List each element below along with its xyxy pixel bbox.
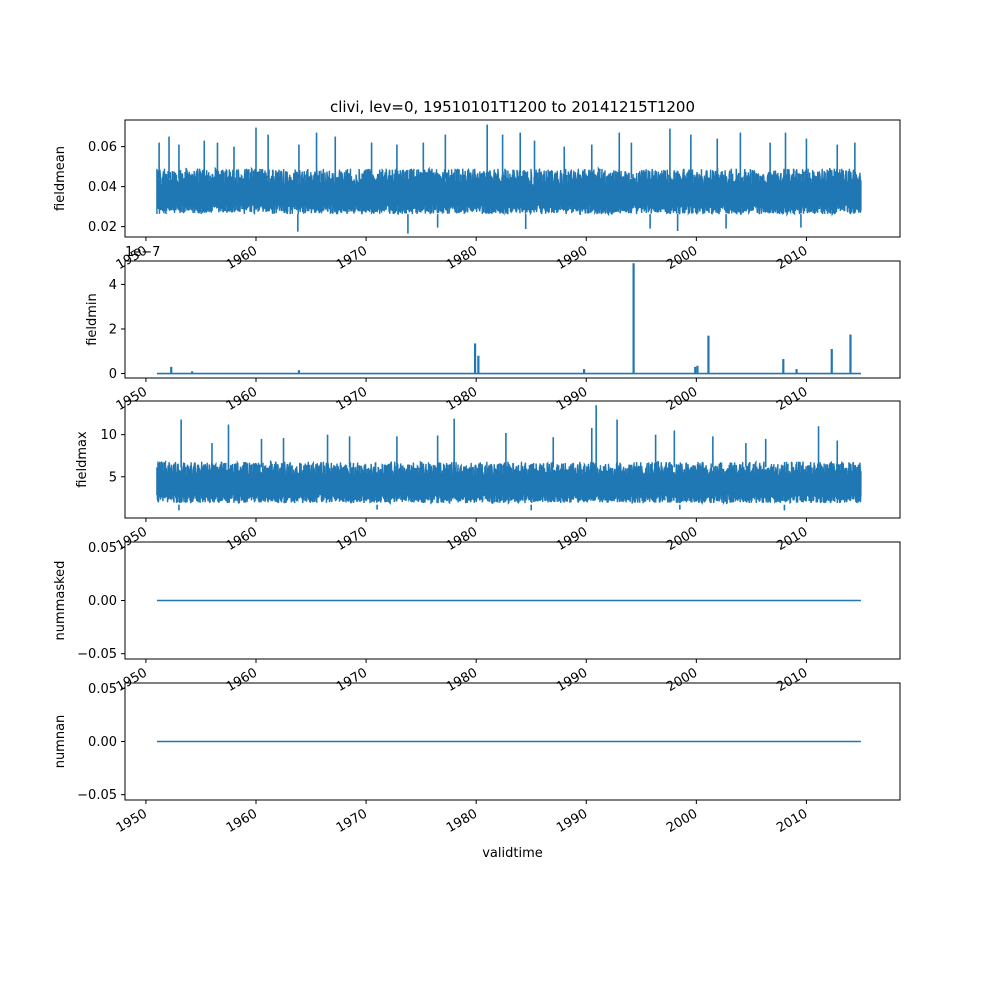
fieldmin-xtick-label: 1980: [444, 384, 480, 414]
fieldmin-ylabel: fieldmin: [85, 293, 100, 346]
fieldmean-xtick-label: 2000: [664, 243, 700, 273]
fieldmean-xtick-label: 1980: [444, 243, 480, 273]
fieldmin-series: [156, 263, 861, 375]
panel-fieldmax: 5 10 1950 1960 1970 1980 1990 2000 2010 fieldmax: [75, 400, 901, 554]
fieldmax-ytick-label: 10: [100, 428, 117, 443]
fieldmin-offset-text: 1e−7: [125, 245, 160, 260]
panel-fieldmin: 0 2 4 1950 1960 1970 1980 1990 2000 2010 fieldmin 1…: [85, 245, 901, 414]
numnan-xtick-label: 1990: [554, 806, 590, 836]
fieldmin-ytick-label: 0: [109, 367, 117, 382]
numnan-xlabel: validtime: [482, 846, 543, 861]
nummasked-xtick-label: 1970: [334, 665, 370, 695]
fieldmax-axes-frame: [124, 400, 901, 519]
fieldmean-series: [156, 124, 862, 234]
fieldmean-xtick-label: 1990: [554, 243, 590, 273]
numnan-ytick-label: 0.05: [88, 682, 117, 697]
fieldmin-axes-frame: [124, 260, 901, 379]
panel-numnan: −0.05 0.00 0.05 1950 1960 1970 1980 1990 2000 201…: [53, 682, 901, 861]
numnan-xtick-label: 1980: [444, 806, 480, 836]
fieldmax-xtick-label: 1960: [224, 524, 260, 554]
numnan-xtick-label: 2000: [664, 806, 700, 836]
numnan-xtick-label: 1970: [334, 806, 370, 836]
fieldmax-xtick-label: 1950: [114, 524, 150, 554]
fieldmin-xtick-label: 2000: [664, 384, 700, 414]
fieldmax-series: [156, 405, 862, 511]
nummasked-xtick-label: 1980: [444, 665, 480, 695]
fieldmean-ylabel: fieldmean: [53, 146, 68, 211]
numnan-ytick-label: 0.00: [88, 735, 117, 750]
fieldmax-core: [156, 478, 861, 494]
fieldmax-xtick-label: 1980: [444, 524, 480, 554]
nummasked-ytick-label: 0.00: [88, 594, 117, 609]
fieldmean-ytick-label: 0.04: [88, 180, 117, 195]
fieldmean-ytick-label: 0.02: [88, 220, 117, 235]
fieldmax-ytick-label: 5: [109, 470, 117, 485]
fieldmean-xtick-label: 1960: [224, 243, 260, 273]
numnan-ytick-label: −0.05: [77, 788, 117, 803]
fieldmin-ytick-label: 2: [109, 322, 117, 337]
fieldmax-xtick-label: 2000: [664, 524, 700, 554]
fieldmin-xtick-label: 1950: [114, 384, 150, 414]
fieldmax-xtick-label: 1970: [334, 524, 370, 554]
fieldmin-xtick-label: 1970: [334, 384, 370, 414]
fieldmean-axes-frame: [124, 119, 901, 238]
fieldmean-ytick-label: 0.06: [88, 140, 117, 155]
fieldmin-xtick-label: 1990: [554, 384, 590, 414]
nummasked-xtick-label: 2000: [664, 665, 700, 695]
chart-title: clivi, lev=0, 19510101T1200 to 20141215T…: [330, 98, 695, 116]
nummasked-ytick-label: 0.05: [88, 541, 117, 556]
fieldmax-xtick-label: 1990: [554, 524, 590, 554]
numnan-xtick-label: 2010: [774, 806, 810, 836]
numnan-xtick-label: 1960: [224, 806, 260, 836]
nummasked-ytick-label: −0.05: [77, 647, 117, 662]
nummasked-xtick-label: 1960: [224, 665, 260, 695]
nummasked-xtick-label: 2010: [774, 665, 810, 695]
numnan-xtick-label: 1950: [114, 806, 150, 836]
fieldmax-ylabel: fieldmax: [75, 431, 90, 488]
nummasked-xtick-label: 1990: [554, 665, 590, 695]
fieldmax-xtick-label: 2010: [774, 524, 810, 554]
fieldmean-xtick-label: 2010: [774, 243, 810, 273]
fieldmean-xtick-label: 1970: [334, 243, 370, 273]
numnan-ylabel: numnan: [53, 715, 68, 769]
nummasked-ylabel: nummasked: [53, 561, 68, 641]
fieldmean-core: [156, 186, 861, 204]
nummasked-xtick-label: 1950: [114, 665, 150, 695]
fieldmin-ytick-label: 4: [109, 278, 117, 293]
fieldmin-xtick-label: 1960: [224, 384, 260, 414]
fieldmin-xtick-label: 2010: [774, 384, 810, 414]
